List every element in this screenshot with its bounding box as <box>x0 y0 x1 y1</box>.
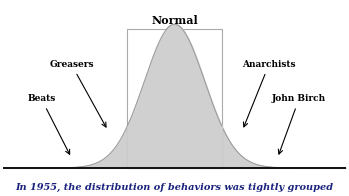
Text: Anarchists: Anarchists <box>242 60 296 127</box>
Bar <box>127 29 222 168</box>
Text: Beats: Beats <box>27 94 70 154</box>
Text: Greasers: Greasers <box>49 60 106 127</box>
Text: John Birch: John Birch <box>272 94 326 154</box>
Text: In 1955, the distribution of behaviors was tightly grouped: In 1955, the distribution of behaviors w… <box>15 183 334 192</box>
Text: Normal: Normal <box>151 15 198 26</box>
